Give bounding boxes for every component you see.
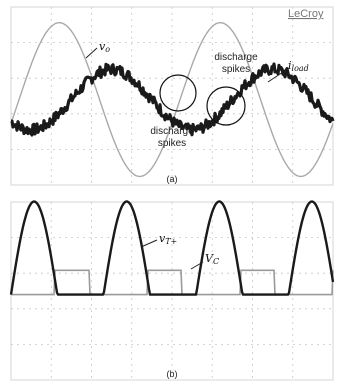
vc-label: VC: [205, 252, 219, 266]
iload-trace: [10, 62, 335, 137]
vo-label: vo: [99, 40, 110, 54]
annotation-top-line2: spikes: [222, 64, 250, 75]
iload-label: iload: [288, 59, 309, 73]
panel-b-frame: [10, 201, 334, 381]
panel-a: LeCroy vo iload discharge spikes dischar…: [10, 6, 335, 186]
vt-trace: [9, 200, 335, 296]
discharge-circle-1: [159, 74, 197, 112]
panel-b: vT+ VC (b): [9, 200, 335, 381]
annotation-bottom-line1: discharge: [150, 126, 194, 137]
annotation-bottom-line2: spikes: [158, 138, 186, 149]
vt-label: vT+: [159, 232, 177, 246]
iload-label-pointer: [267, 69, 287, 83]
panel-b-label: (b): [167, 369, 178, 379]
vo-label-pointer: [85, 47, 98, 59]
vt-label-pointer: [140, 239, 158, 248]
annotation-top-line1: discharge: [214, 52, 258, 63]
panel-a-frame: [10, 6, 334, 186]
panel-a-label: (a): [167, 174, 178, 184]
discharge-circle-2: [206, 86, 246, 126]
brand-logo: LeCroy: [288, 8, 324, 20]
vc-label-pointer: [190, 261, 204, 270]
